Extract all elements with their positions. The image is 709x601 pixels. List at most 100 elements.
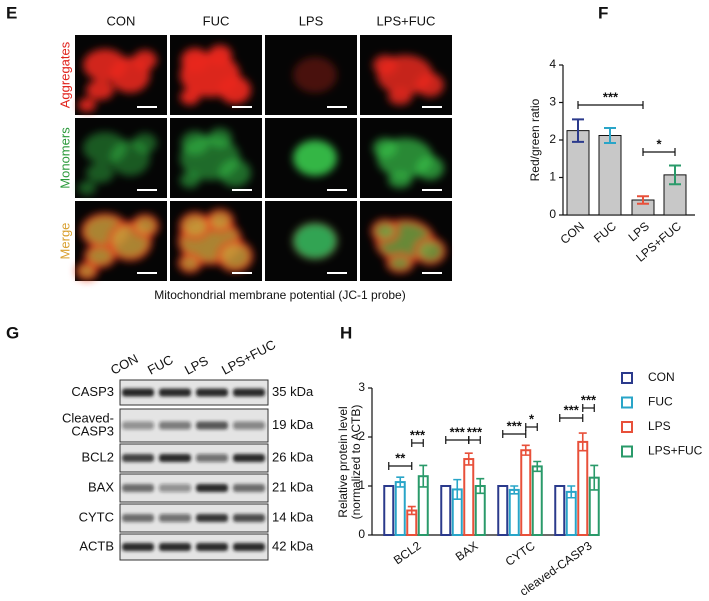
cell-blob [178, 253, 202, 273]
panel-letter: E [6, 3, 17, 22]
bar [520, 449, 532, 537]
band [196, 388, 228, 397]
cell-blob [84, 244, 116, 268]
cell-blob [133, 133, 157, 153]
error-bar [419, 464, 428, 488]
cells [292, 222, 338, 260]
band [159, 454, 191, 462]
error-bar [590, 464, 599, 491]
bands [122, 543, 265, 551]
cell-blob [217, 240, 253, 272]
band [122, 421, 154, 430]
cells [76, 213, 159, 280]
band [159, 543, 191, 551]
panel-letter: G [6, 323, 19, 342]
error-bar [567, 485, 576, 499]
micrograph [360, 118, 452, 198]
cell-blob [180, 89, 200, 105]
bar [531, 465, 543, 536]
cell-blob [416, 156, 444, 180]
x-tick-label: FUC [591, 219, 619, 246]
cell-blob [131, 214, 159, 238]
row-label: Monomers [57, 127, 72, 189]
cells [371, 219, 446, 273]
cell-blob [181, 48, 209, 72]
cell-blob [388, 89, 412, 105]
micrograph [265, 35, 357, 115]
cells [178, 209, 253, 273]
micrograph [75, 118, 167, 198]
row-label: Merge [57, 223, 72, 260]
cells [180, 45, 251, 105]
error-bar [476, 477, 485, 495]
column-header: LPS [299, 13, 324, 28]
kda-label: 42 kDa [272, 538, 314, 553]
micrograph [265, 118, 357, 198]
band [233, 484, 265, 492]
legend-label: CON [648, 370, 675, 384]
bar [508, 488, 520, 537]
blot-label: CASP3 [71, 423, 114, 438]
bar [566, 130, 590, 216]
y-tick-label: 3 [358, 380, 365, 394]
band [159, 514, 191, 522]
cells [78, 132, 157, 195]
kda-label: 21 kDa [272, 479, 314, 494]
y-axis-label: (normalized to ACTB) [349, 405, 363, 520]
bands [122, 388, 265, 397]
sig-label: *** [507, 418, 523, 433]
error-bar [521, 444, 530, 456]
cell-blob [133, 50, 157, 70]
lane-label: FUC [145, 352, 176, 378]
cells [293, 140, 337, 176]
sig-label: *** [410, 427, 426, 442]
band [122, 388, 154, 397]
column-header: CON [107, 13, 136, 28]
cell-blob [179, 212, 211, 240]
legend-swatch [621, 396, 633, 409]
cell-blob [219, 159, 251, 187]
band [196, 514, 228, 522]
legend-label: LPS [648, 419, 671, 433]
y-tick-label: 2 [549, 132, 556, 146]
cell-blob [371, 219, 399, 243]
error-bar [407, 505, 416, 516]
bands [122, 421, 265, 430]
bar [440, 485, 452, 536]
cell-blob [416, 73, 444, 97]
blot-label: BCL2 [81, 449, 114, 464]
bar [394, 481, 406, 536]
sig-label: *** [467, 424, 483, 439]
lane-label: LPS [182, 353, 211, 378]
y-axis-label: Relative protein level [336, 406, 350, 517]
cells [373, 138, 444, 188]
kda-label: 26 kDa [272, 449, 314, 464]
blot-label: ACTB [79, 538, 114, 553]
sig-label: * [529, 411, 535, 426]
legend-label: FUC [648, 395, 673, 409]
sig-label: *** [450, 424, 466, 439]
y-tick-label: 3 [549, 95, 556, 109]
cell-blob [386, 253, 414, 273]
cells [180, 128, 251, 188]
sig-label: ** [395, 450, 406, 465]
band [233, 421, 265, 430]
column-header: FUC [203, 13, 230, 28]
cell-blob [373, 55, 397, 75]
panel-letter: F [598, 3, 608, 22]
bar [383, 485, 395, 536]
cell-blob [86, 80, 114, 100]
error-bar [578, 432, 587, 452]
micrograph [170, 35, 262, 115]
band [233, 514, 265, 522]
error-bar [453, 478, 462, 501]
error-bar [604, 127, 616, 144]
band [122, 454, 154, 462]
kda-label: 14 kDa [272, 509, 314, 524]
cell-blob [208, 45, 232, 65]
cell-blob [293, 57, 337, 93]
band [159, 388, 191, 397]
